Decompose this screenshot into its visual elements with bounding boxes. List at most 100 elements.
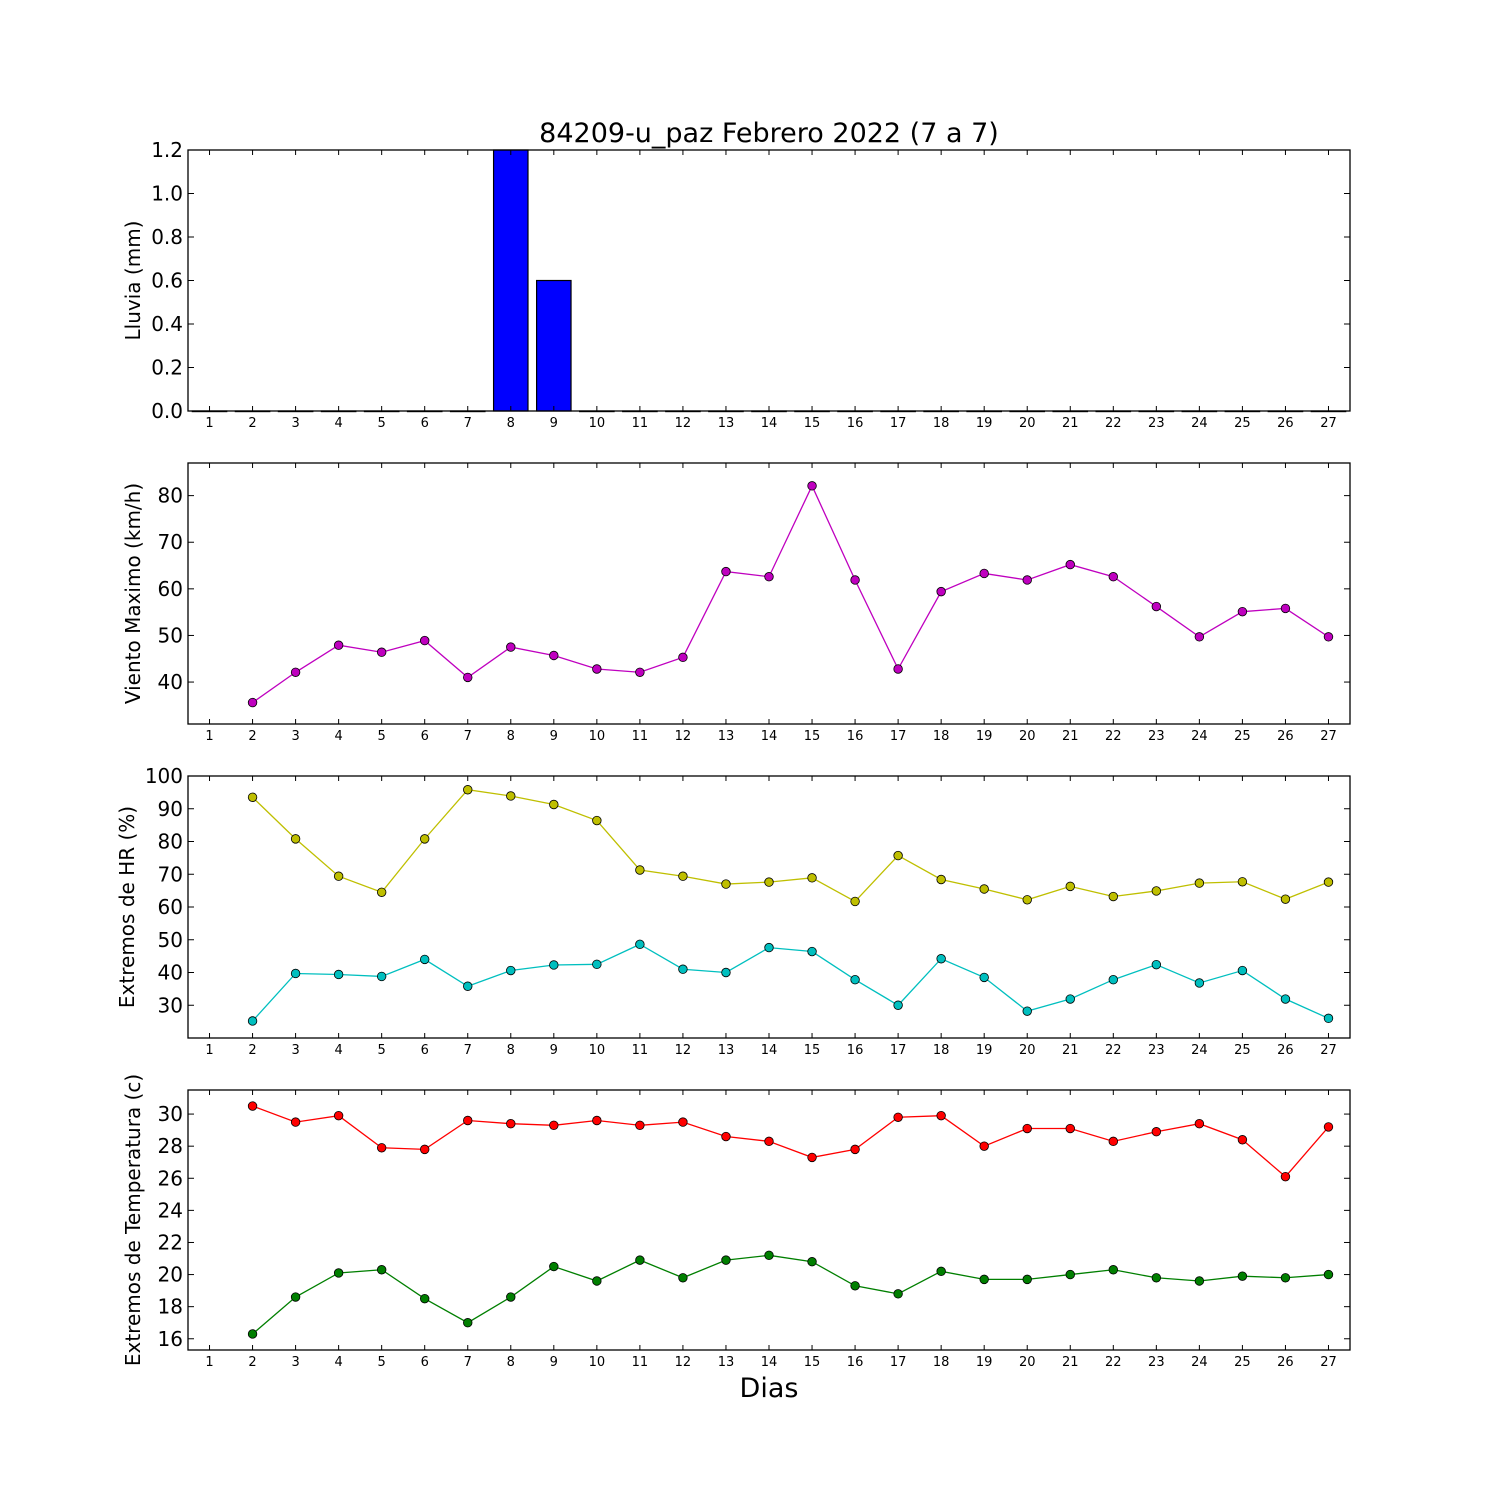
x-tick-label: 7 bbox=[464, 1043, 472, 1058]
panels: 1 2 3 4 5 6 7 8 9 10 11 12 13 14 15 16 17 18 19 20 21 22 23 24 2… bbox=[115, 138, 1351, 1370]
x-tick-label: 15 bbox=[804, 729, 821, 744]
point-s1-day-2 bbox=[247, 697, 258, 708]
x-tick-label: 13 bbox=[718, 1043, 735, 1058]
point-s1-day-22 bbox=[1108, 1136, 1118, 1147]
panel-1: 1 2 3 4 5 6 7 8 9 10 11 12 13 14 15 16 17 18 19 20 21 22 23 24 2… bbox=[121, 138, 1351, 431]
point-s1-day-11 bbox=[635, 865, 645, 875]
y-tick-label: 80 bbox=[158, 484, 183, 508]
series-line-2 bbox=[252, 1254, 1329, 1335]
point-s1-day-15 bbox=[807, 873, 817, 883]
point-s2-day-21 bbox=[1065, 994, 1075, 1004]
point-s1-day-17 bbox=[893, 664, 903, 674]
axes-frame bbox=[187, 775, 1351, 1039]
x-tick-label: 24 bbox=[1191, 416, 1208, 431]
point-s2-day-15 bbox=[807, 1257, 817, 1267]
x-tick-label: 24 bbox=[1191, 729, 1208, 744]
x-tick-label: 9 bbox=[550, 729, 558, 744]
x-tick-label: 5 bbox=[378, 1355, 386, 1370]
x-tick-label: 23 bbox=[1148, 1355, 1165, 1370]
point-s1-day-4 bbox=[333, 1110, 344, 1121]
point-s1-day-21 bbox=[1065, 881, 1075, 892]
x-tick-label: 7 bbox=[464, 729, 472, 744]
x-tick-label: 13 bbox=[718, 729, 735, 744]
x-tick-label: 7 bbox=[464, 416, 472, 431]
x-tick-label: 16 bbox=[847, 1043, 864, 1058]
point-s2-day-9 bbox=[549, 960, 559, 970]
series-line-1 bbox=[252, 1105, 1329, 1178]
point-s2-day-11 bbox=[635, 939, 645, 950]
point-s1-day-19 bbox=[979, 884, 989, 894]
y-tick-label: 30 bbox=[158, 1102, 183, 1126]
point-s2-day-6 bbox=[420, 1293, 430, 1304]
x-tick-label: 27 bbox=[1320, 1355, 1337, 1370]
point-s1-day-14 bbox=[764, 572, 774, 582]
point-s1-day-5 bbox=[376, 887, 387, 897]
point-s1-day-18 bbox=[936, 874, 946, 885]
x-tick-label: 2 bbox=[248, 729, 256, 744]
y-tick-label: 60 bbox=[158, 577, 183, 601]
point-s1-day-6 bbox=[420, 1144, 430, 1155]
x-tick-label: 26 bbox=[1277, 1043, 1294, 1058]
x-tick-label: 12 bbox=[675, 416, 692, 431]
x-tick-label: 6 bbox=[421, 416, 429, 431]
point-s1-day-10 bbox=[592, 664, 602, 674]
point-s1-day-19 bbox=[979, 568, 989, 579]
point-s1-day-24 bbox=[1194, 878, 1205, 888]
point-s1-day-25 bbox=[1237, 606, 1248, 617]
point-s1-day-13 bbox=[721, 1131, 731, 1142]
x-tick-label: 8 bbox=[507, 416, 515, 431]
x-tick-label: 14 bbox=[761, 1043, 778, 1058]
x-tick-label: 15 bbox=[804, 1043, 821, 1058]
x-tick-label: 2 bbox=[248, 1355, 256, 1370]
bar-day-8 bbox=[492, 149, 529, 412]
x-tick-label: 18 bbox=[933, 416, 950, 431]
y-tick-label: 20 bbox=[158, 1263, 183, 1287]
x-tick-label: 19 bbox=[976, 416, 993, 431]
point-s1-day-16 bbox=[850, 896, 860, 907]
x-tick-label: 1 bbox=[205, 1355, 213, 1370]
point-s1-day-9 bbox=[549, 650, 559, 661]
point-s1-day-20 bbox=[1022, 575, 1032, 585]
point-s2-day-27 bbox=[1323, 1269, 1334, 1280]
point-s1-day-8 bbox=[506, 642, 516, 652]
y-tick-label: 0.4 bbox=[151, 312, 183, 336]
point-s1-day-23 bbox=[1151, 601, 1162, 612]
x-tick-label: 26 bbox=[1277, 729, 1294, 744]
y-tick-label: 1.2 bbox=[151, 138, 183, 162]
point-s2-day-7 bbox=[463, 981, 473, 991]
x-tick-label: 19 bbox=[976, 1043, 993, 1058]
point-s2-day-19 bbox=[979, 1274, 989, 1285]
x-tick-label: 14 bbox=[761, 729, 778, 744]
x-tick-label: 5 bbox=[378, 729, 386, 744]
y-tick-label: 90 bbox=[158, 797, 183, 821]
x-tick-label: 4 bbox=[334, 416, 342, 431]
point-s1-day-16 bbox=[850, 1144, 860, 1155]
point-s2-day-12 bbox=[678, 1273, 688, 1283]
x-tick-label: 11 bbox=[632, 729, 649, 744]
point-s2-day-13 bbox=[721, 1255, 731, 1265]
series-line-2 bbox=[252, 943, 1329, 1022]
x-tick-label: 23 bbox=[1148, 729, 1165, 744]
y-tick-label: 0.8 bbox=[151, 225, 183, 249]
point-s1-day-24 bbox=[1194, 632, 1205, 642]
point-s2-day-22 bbox=[1108, 1265, 1118, 1275]
x-tick-label: 24 bbox=[1191, 1355, 1208, 1370]
point-s2-day-14 bbox=[764, 1250, 774, 1261]
x-tick-label: 22 bbox=[1105, 416, 1122, 431]
x-tick-label: 25 bbox=[1234, 1043, 1251, 1058]
point-s1-day-9 bbox=[549, 1120, 559, 1131]
x-tick-label: 17 bbox=[890, 416, 907, 431]
x-tick-label: 3 bbox=[291, 729, 299, 744]
point-s2-day-20 bbox=[1022, 1006, 1032, 1016]
point-s1-day-2 bbox=[247, 792, 258, 802]
point-s1-day-15 bbox=[807, 1152, 817, 1163]
point-s1-day-7 bbox=[463, 672, 473, 683]
point-s2-day-24 bbox=[1194, 978, 1205, 988]
x-tick-label: 10 bbox=[589, 416, 606, 431]
point-s1-day-4 bbox=[333, 871, 344, 881]
x-tick-label: 11 bbox=[632, 1355, 649, 1370]
series-line-1 bbox=[252, 484, 1329, 704]
point-s1-day-3 bbox=[290, 834, 301, 844]
point-s1-day-27 bbox=[1323, 877, 1334, 887]
x-tick-label: 16 bbox=[847, 1355, 864, 1370]
